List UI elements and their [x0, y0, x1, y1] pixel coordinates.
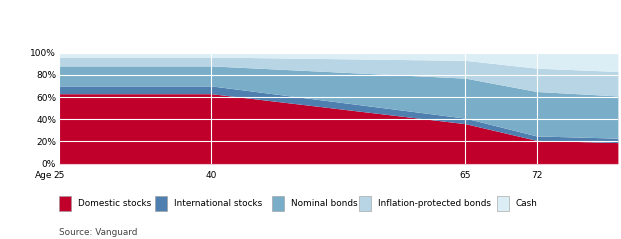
- Text: 72: 72: [531, 171, 542, 180]
- Text: Phase I:
Young: Phase I: Young: [63, 6, 94, 27]
- Text: Nominal bonds: Nominal bonds: [291, 199, 357, 208]
- Text: International stocks: International stocks: [174, 199, 262, 208]
- Text: Phase II:
Transition: Phase II: Transition: [215, 6, 254, 27]
- Bar: [59, 196, 71, 212]
- Text: Phase III:
Retirement: Phase III: Retirement: [469, 6, 514, 27]
- Bar: [271, 196, 284, 212]
- Text: 65: 65: [460, 171, 471, 180]
- Text: Phase IV:
Late
Retirement: Phase IV: Late Retirement: [541, 6, 586, 39]
- Bar: [359, 196, 371, 212]
- Text: Source: Vanguard: Source: Vanguard: [59, 228, 137, 237]
- Text: 40: 40: [206, 171, 217, 180]
- Text: 25: 25: [53, 171, 65, 180]
- Text: Domestic stocks: Domestic stocks: [78, 199, 152, 208]
- Text: Cash: Cash: [516, 199, 538, 208]
- Bar: [497, 196, 509, 212]
- Text: Age: Age: [35, 171, 52, 180]
- Bar: [155, 196, 167, 212]
- Text: Inflation-protected bonds: Inflation-protected bonds: [378, 199, 491, 208]
